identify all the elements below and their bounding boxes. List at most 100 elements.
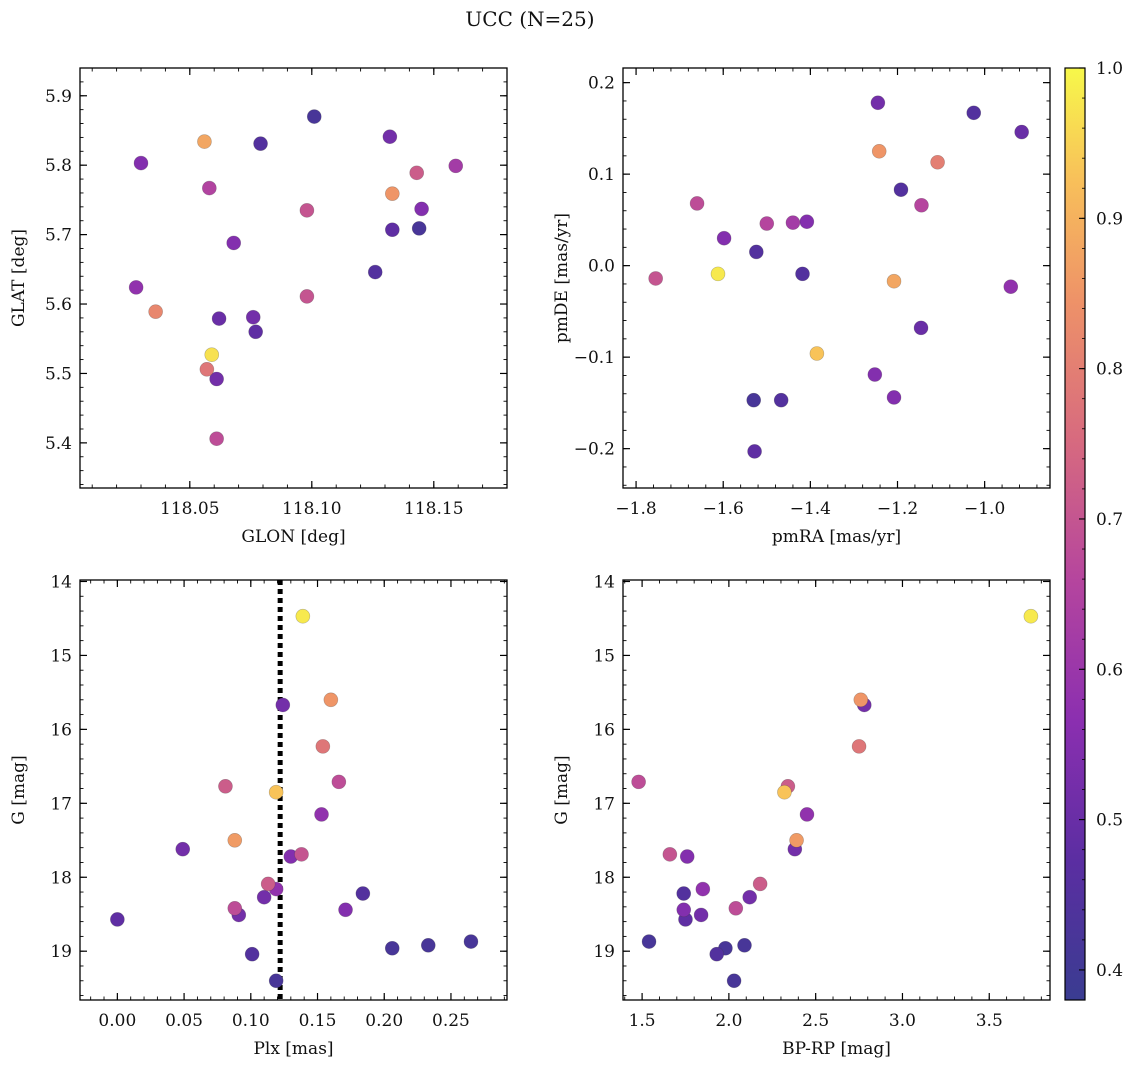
y-tick-label: 5.8	[45, 156, 72, 176]
data-point	[338, 902, 353, 918]
data-point	[463, 934, 479, 949]
data-point	[384, 940, 400, 956]
y-tick-label: 17	[50, 794, 72, 814]
panel-glon-glat: 118.05 118.10 118.15 5.4 5.5 5.6 5.7 5.8 5.9 GLON…	[9, 67, 508, 547]
data-point	[227, 832, 243, 848]
data-point	[966, 105, 982, 121]
data-point	[420, 937, 436, 953]
data-point	[737, 937, 752, 953]
data-point	[110, 912, 125, 927]
y-tick-label: 18	[593, 868, 615, 888]
data-point	[867, 367, 883, 382]
y-tick-label: 0.1	[588, 165, 615, 185]
data-point	[799, 214, 815, 230]
x-tick-label: 0.00	[98, 1011, 136, 1031]
data-point	[789, 832, 804, 848]
data-point	[809, 346, 825, 361]
data-point	[253, 136, 268, 151]
x-axis-label: GLON [deg]	[241, 527, 345, 547]
data-point	[676, 902, 692, 918]
data-point	[747, 444, 762, 459]
data-point	[851, 739, 867, 754]
data-point	[244, 946, 260, 962]
data-point	[886, 273, 902, 289]
x-axis-label: BP-RP [mag]	[782, 1039, 891, 1059]
y-tick-label: 18	[50, 868, 72, 888]
data-point	[385, 222, 400, 238]
colorbar-tick-label: 0.8	[1096, 360, 1123, 380]
data-point	[411, 221, 427, 236]
data-point	[689, 196, 705, 211]
data-point	[382, 129, 398, 145]
data-point	[676, 886, 692, 901]
minor-ticks	[623, 580, 1050, 1000]
y-axis-label: G [mag]	[552, 755, 572, 824]
data-point	[710, 266, 726, 282]
y-tick-label: 14	[50, 572, 72, 592]
x-tick-label: −1.2	[877, 499, 918, 519]
colorbar-tick-label: 0.9	[1096, 209, 1123, 229]
axes-frame	[79, 579, 508, 1001]
data-point	[218, 779, 233, 794]
data-point	[870, 95, 886, 111]
colorbar-tick-label: 0.4	[1096, 961, 1123, 981]
axes-frame	[622, 67, 1051, 489]
y-tick-label: 5.9	[45, 87, 72, 107]
y-tick-label: 15	[50, 646, 72, 666]
data-point	[204, 347, 220, 363]
data-point	[299, 203, 315, 218]
data-point	[930, 154, 945, 170]
y-tick-label: 17	[593, 794, 615, 814]
x-tick-label: −1.6	[703, 499, 744, 519]
y-axis-label: GLAT [deg]	[9, 229, 29, 327]
data-point	[448, 158, 464, 174]
y-tick-label: 19	[50, 942, 72, 962]
data-point	[323, 692, 339, 708]
data-point	[913, 320, 929, 336]
data-point	[209, 431, 224, 447]
y-axis-label: pmDE [mas/yr]	[552, 213, 572, 343]
x-tick-label: 3.0	[889, 1011, 916, 1031]
data-point	[1003, 279, 1019, 294]
y-tick-label: 5.7	[45, 226, 72, 246]
y-tick-label: 16	[593, 720, 615, 740]
data-point	[1023, 608, 1039, 624]
y-tick-label: 14	[593, 572, 615, 592]
y-tick-label: 0.0	[588, 257, 615, 277]
data-point	[299, 289, 315, 304]
minor-ticks	[623, 68, 1050, 488]
y-tick-label: 15	[593, 646, 615, 666]
data-point	[641, 934, 657, 949]
x-tick-label: 0.10	[232, 1011, 270, 1031]
data-point	[893, 182, 909, 197]
data-point	[315, 739, 331, 754]
x-tick-label: −1.8	[615, 499, 656, 519]
x-axis-label: Plx [mas]	[253, 1039, 333, 1059]
x-tick-label: 2.5	[802, 1011, 829, 1031]
data-point	[226, 235, 242, 251]
data-point	[133, 155, 149, 171]
data-point	[197, 134, 212, 149]
colorbar-tick-label: 0.6	[1096, 660, 1123, 680]
minor-ticks	[80, 67, 508, 488]
data-point	[631, 774, 646, 790]
colorbar-tick-label: 0.7	[1096, 510, 1123, 530]
data-point	[799, 807, 815, 822]
data-point	[773, 392, 789, 408]
data-point	[662, 847, 678, 862]
y-tick-label: −0.1	[574, 348, 615, 368]
y-tick-label: 5.4	[45, 434, 72, 454]
data-point	[175, 841, 191, 857]
x-tick-label: 0.25	[432, 1011, 470, 1031]
data-point	[749, 244, 764, 260]
data-point	[355, 886, 371, 901]
data-point	[679, 849, 695, 864]
data-point	[148, 304, 163, 319]
data-point	[648, 271, 663, 286]
colorbar-tick-label: 0.5	[1096, 811, 1123, 831]
data-point	[295, 608, 311, 624]
data-point	[709, 946, 725, 962]
y-tick-label: 5.6	[45, 295, 72, 315]
x-tick-label: −1.0	[964, 499, 1005, 519]
